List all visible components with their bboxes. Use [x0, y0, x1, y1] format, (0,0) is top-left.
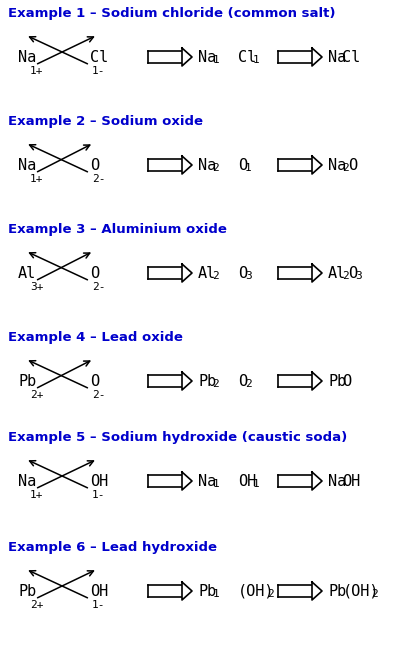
- Text: 1-: 1-: [92, 66, 106, 76]
- Text: Example 3 – Aluminium oxide: Example 3 – Aluminium oxide: [8, 223, 227, 236]
- Text: 1+: 1+: [30, 490, 44, 500]
- Text: Cl: Cl: [342, 49, 361, 65]
- Text: OH: OH: [90, 584, 108, 598]
- Text: O: O: [342, 374, 352, 388]
- Polygon shape: [312, 156, 322, 174]
- Text: Al: Al: [328, 265, 346, 281]
- Text: O: O: [238, 157, 247, 173]
- Text: Al: Al: [18, 265, 36, 281]
- Text: Pb: Pb: [198, 584, 216, 598]
- Polygon shape: [182, 48, 192, 66]
- Text: Pb: Pb: [328, 584, 346, 598]
- Text: (OH): (OH): [342, 584, 379, 598]
- Text: Cl: Cl: [90, 49, 108, 65]
- Text: Example 5 – Sodium hydroxide (caustic soda): Example 5 – Sodium hydroxide (caustic so…: [8, 431, 347, 444]
- Text: 2: 2: [342, 163, 349, 173]
- Text: 2: 2: [212, 379, 219, 389]
- Text: 2: 2: [245, 379, 252, 389]
- Text: 3+: 3+: [30, 282, 44, 292]
- Text: Al: Al: [198, 265, 216, 281]
- Text: 2: 2: [342, 271, 349, 281]
- Text: 2: 2: [267, 589, 274, 599]
- Text: OH: OH: [342, 474, 361, 488]
- Text: O: O: [348, 265, 357, 281]
- Text: 1: 1: [212, 589, 219, 599]
- Text: Example 4 – Lead oxide: Example 4 – Lead oxide: [8, 331, 183, 344]
- Polygon shape: [312, 264, 322, 282]
- Text: 2-: 2-: [92, 390, 106, 400]
- Text: O: O: [90, 374, 99, 388]
- Text: 2+: 2+: [30, 600, 44, 610]
- Polygon shape: [312, 582, 322, 600]
- Text: Na: Na: [198, 474, 216, 488]
- Text: Cl: Cl: [238, 49, 256, 65]
- Text: Na: Na: [198, 49, 216, 65]
- Text: 1-: 1-: [92, 490, 106, 500]
- Polygon shape: [312, 48, 322, 66]
- Text: Pb: Pb: [18, 374, 36, 388]
- Text: OH: OH: [90, 474, 108, 488]
- Polygon shape: [182, 372, 192, 390]
- Text: O: O: [238, 374, 247, 388]
- Text: 2-: 2-: [92, 282, 106, 292]
- Text: 2+: 2+: [30, 390, 44, 400]
- Text: 1: 1: [212, 55, 219, 65]
- Text: Example 1 – Sodium chloride (common salt): Example 1 – Sodium chloride (common salt…: [8, 7, 336, 20]
- Polygon shape: [312, 372, 322, 390]
- Text: Na: Na: [328, 474, 346, 488]
- Text: O: O: [238, 265, 247, 281]
- Text: O: O: [348, 157, 357, 173]
- Text: Na: Na: [18, 474, 36, 488]
- Text: (OH): (OH): [238, 584, 274, 598]
- Text: 2: 2: [212, 271, 219, 281]
- Text: 2-: 2-: [92, 174, 106, 184]
- Text: 3: 3: [355, 271, 362, 281]
- Text: Example 2 – Sodium oxide: Example 2 – Sodium oxide: [8, 115, 203, 128]
- Polygon shape: [312, 472, 322, 490]
- Text: 1: 1: [252, 55, 259, 65]
- Text: Na: Na: [328, 49, 346, 65]
- Text: Na: Na: [328, 157, 346, 173]
- Text: Pb: Pb: [328, 374, 346, 388]
- Polygon shape: [182, 472, 192, 490]
- Text: 1+: 1+: [30, 174, 44, 184]
- Text: 1: 1: [252, 479, 259, 489]
- Text: Na: Na: [198, 157, 216, 173]
- Text: 1: 1: [245, 163, 252, 173]
- Text: Na: Na: [18, 49, 36, 65]
- Text: OH: OH: [238, 474, 256, 488]
- Polygon shape: [182, 582, 192, 600]
- Polygon shape: [182, 264, 192, 282]
- Text: Example 6 – Lead hydroxide: Example 6 – Lead hydroxide: [8, 541, 217, 554]
- Text: 3: 3: [245, 271, 252, 281]
- Text: 2: 2: [212, 163, 219, 173]
- Text: 1: 1: [212, 479, 219, 489]
- Text: 2: 2: [371, 589, 378, 599]
- Text: Na: Na: [18, 157, 36, 173]
- Text: Pb: Pb: [198, 374, 216, 388]
- Text: 1-: 1-: [92, 600, 106, 610]
- Text: O: O: [90, 157, 99, 173]
- Text: 1+: 1+: [30, 66, 44, 76]
- Text: Pb: Pb: [18, 584, 36, 598]
- Polygon shape: [182, 156, 192, 174]
- Text: O: O: [90, 265, 99, 281]
